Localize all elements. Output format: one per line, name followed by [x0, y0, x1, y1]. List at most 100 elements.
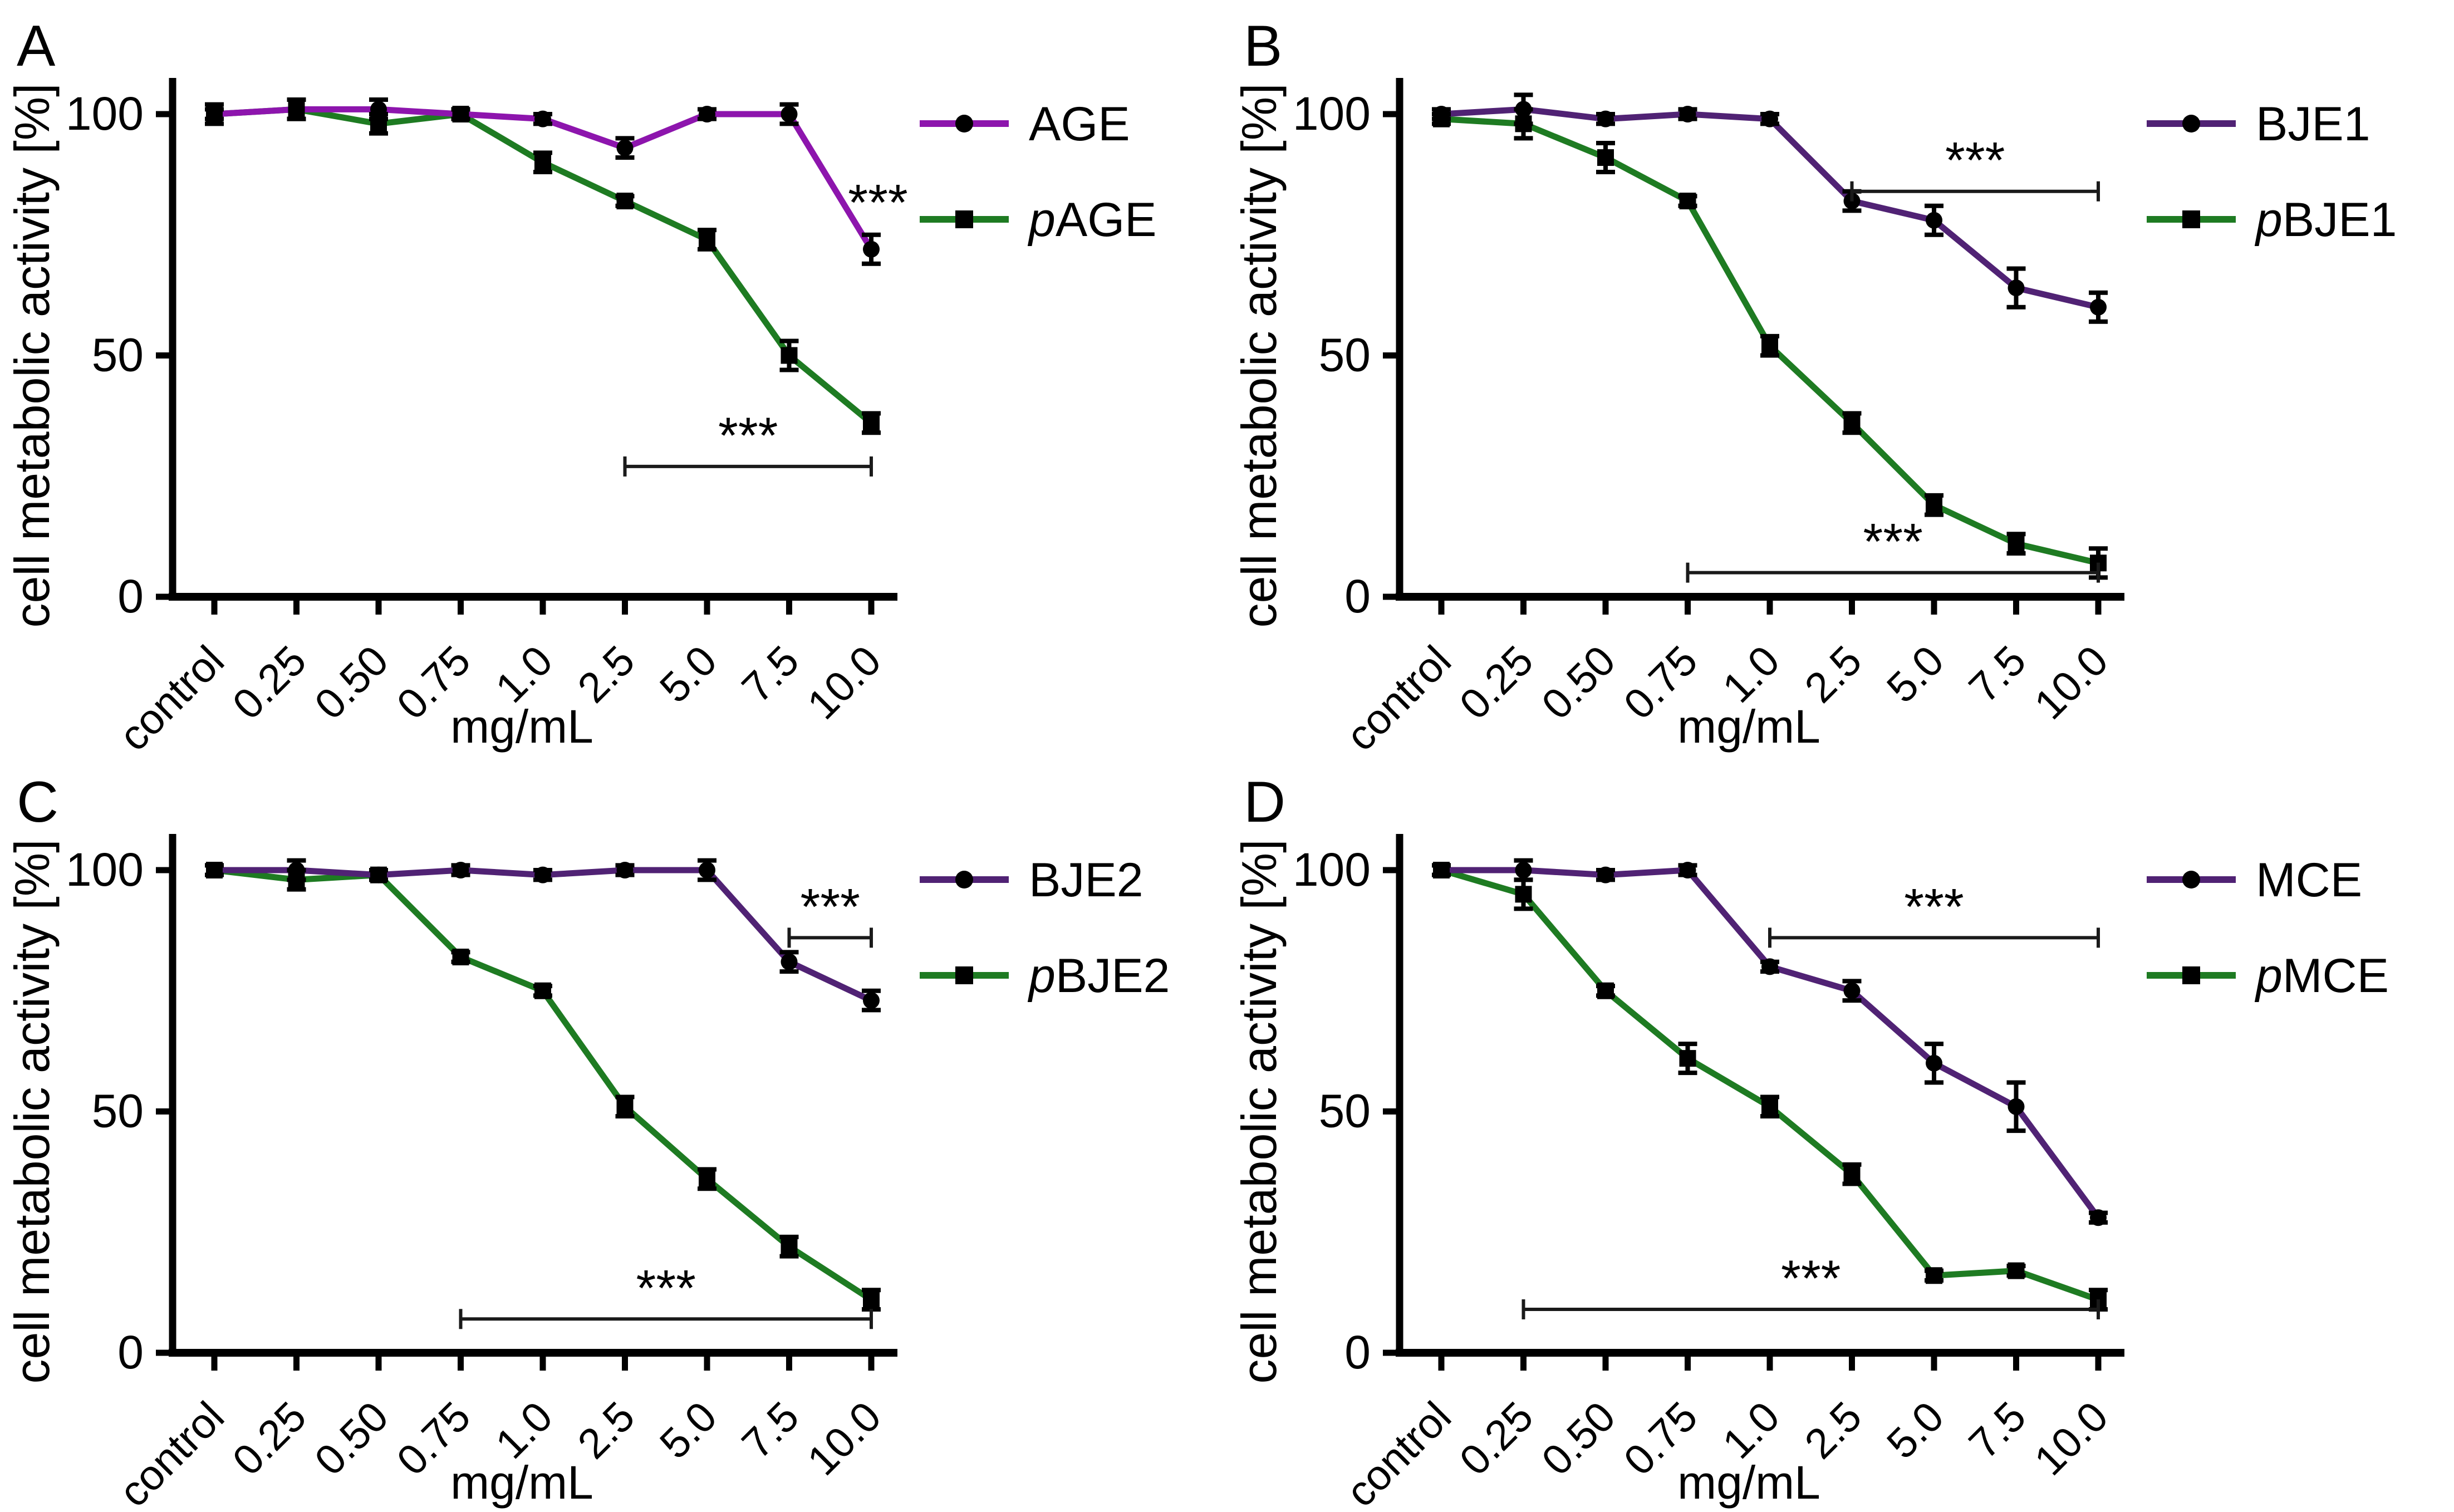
data-point-marker — [1679, 862, 1696, 878]
significance-stars: *** — [1781, 1250, 1841, 1307]
data-point-marker — [699, 106, 715, 122]
data-point-marker — [863, 1291, 880, 1308]
significance-stars: *** — [1863, 514, 1923, 571]
series-line-AGE — [211, 106, 875, 253]
svg-text:0.50: 0.50 — [306, 637, 397, 729]
data-point-marker — [2090, 298, 2107, 316]
series-points-pAGE — [205, 97, 881, 435]
data-point-marker — [534, 110, 551, 127]
x-axis-label: mg/mL — [450, 700, 593, 753]
data-point-marker — [1515, 101, 1532, 118]
data-point-marker — [699, 862, 715, 878]
y-tick-label: 100 — [1293, 87, 1371, 140]
legend-label: MCE — [2256, 853, 2362, 907]
x-tick-label: control — [110, 1393, 233, 1512]
data-point-marker — [2008, 279, 2025, 297]
svg-text:7.5: 7.5 — [733, 1393, 808, 1468]
legend-marker — [2182, 210, 2200, 228]
data-point-marker — [863, 240, 880, 258]
x-tick-label: 0.25 — [224, 1393, 316, 1485]
x-tick-label: control — [110, 637, 233, 756]
data-point-marker — [1597, 149, 1614, 166]
y-tick-label: 0 — [1344, 1326, 1371, 1378]
y-tick-label: 50 — [92, 1085, 144, 1137]
legend-label: pBJE1 — [2254, 193, 2397, 247]
y-tick-label: 100 — [66, 843, 144, 896]
data-point-marker — [1433, 862, 1450, 878]
x-tick-label: 10.0 — [2025, 637, 2117, 729]
significance-bracket: *** — [459, 1260, 873, 1329]
legend-label: AGE — [1029, 97, 1130, 151]
data-point-marker — [781, 1238, 798, 1255]
data-point-marker — [781, 953, 798, 970]
data-point-marker — [781, 347, 798, 364]
data-point-marker — [452, 862, 469, 878]
x-tick-label: 0.25 — [1451, 637, 1543, 729]
data-point-marker — [1761, 1098, 1778, 1115]
significance-bracket: *** — [787, 878, 873, 948]
series-line-MCE — [1438, 867, 2102, 1221]
panel-D: D 0 50 100 control 0.25 0.50 0.75 1.0 2.5 5.0 7.5 10… — [1227, 756, 2454, 1512]
significance-bracket: *** — [623, 408, 873, 477]
legend-item-BJE1: BJE1 — [2147, 97, 2370, 151]
x-tick-label: 7.5 — [733, 637, 808, 712]
x-tick-label: 0.25 — [224, 637, 316, 729]
legend-label: pAGE — [1027, 193, 1156, 247]
series-points-BJE1 — [1432, 92, 2108, 324]
data-point-marker — [2008, 1098, 2025, 1115]
legend-item-AGE: AGE — [920, 97, 1130, 151]
significance-bracket: *** — [1686, 514, 2100, 583]
x-tick-label: 10.0 — [798, 637, 890, 729]
svg-text:0.25: 0.25 — [1451, 637, 1543, 729]
svg-text:0.50: 0.50 — [1533, 1393, 1624, 1485]
x-tick-label: 0.50 — [306, 637, 397, 729]
svg-text:control: control — [1337, 1393, 1460, 1512]
legend-item-MCE: MCE — [2147, 853, 2362, 907]
legend-marker — [2182, 966, 2200, 984]
svg-text:5.0: 5.0 — [651, 1393, 726, 1468]
data-point-marker — [2008, 1262, 2025, 1279]
legend-label: BJE2 — [1029, 853, 1143, 907]
data-point-marker — [781, 106, 798, 122]
y-tick-label: 0 — [1344, 570, 1371, 622]
data-point-marker — [616, 862, 634, 878]
data-point-marker — [1761, 110, 1778, 127]
data-point-marker — [534, 154, 551, 171]
svg-text:5.0: 5.0 — [651, 637, 726, 712]
legend-marker — [2182, 871, 2200, 888]
significance-stars: *** — [1945, 132, 2005, 189]
svg-text:0.25: 0.25 — [1451, 1393, 1543, 1485]
data-point-marker — [1597, 110, 1614, 127]
x-tick-label: 5.0 — [1878, 1393, 1953, 1468]
data-point-marker — [1515, 862, 1532, 878]
legend-marker — [955, 966, 973, 984]
data-point-marker — [1679, 193, 1696, 210]
y-tick-label: 50 — [1319, 329, 1371, 381]
svg-text:0.50: 0.50 — [306, 1393, 397, 1485]
legend-item-pMCE: pMCE — [2147, 949, 2389, 1003]
x-tick-label: 10.0 — [798, 1393, 890, 1485]
svg-text:0.25: 0.25 — [224, 637, 316, 729]
panel-letter: A — [17, 14, 56, 78]
data-point-marker — [699, 1170, 715, 1187]
series-points-BJE2 — [205, 858, 881, 1013]
data-point-marker — [452, 949, 469, 966]
data-point-marker — [288, 101, 305, 118]
significance-stars: *** — [848, 175, 907, 232]
svg-text:5.0: 5.0 — [1878, 1393, 1953, 1468]
y-axis-label: cell metabolic activity [%] — [4, 839, 60, 1383]
y-axis-label: cell metabolic activity [%] — [1231, 839, 1287, 1383]
data-point-marker — [370, 866, 387, 883]
x-tick-label: 5.0 — [651, 1393, 726, 1468]
data-point-marker — [206, 106, 223, 122]
data-point-marker — [452, 106, 469, 122]
y-tick-label: 100 — [1293, 843, 1371, 896]
data-point-marker — [1515, 886, 1532, 903]
data-point-marker — [2090, 1209, 2107, 1226]
data-point-marker — [863, 992, 880, 1009]
svg-text:10.0: 10.0 — [2025, 637, 2117, 729]
data-point-marker — [616, 193, 634, 210]
data-point-marker — [2008, 535, 2025, 552]
